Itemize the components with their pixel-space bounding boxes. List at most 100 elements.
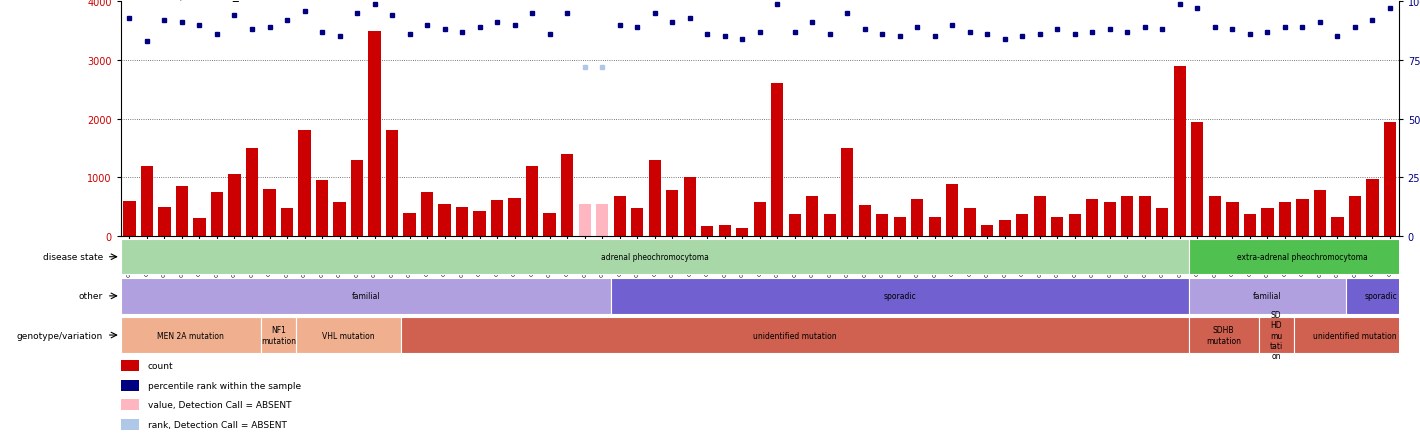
Bar	[666, 191, 679, 237]
Text: GDS2113 / 202912_at: GDS2113 / 202912_at	[121, 0, 250, 1]
Bar	[1189, 240, 1416, 275]
Bar	[683, 178, 696, 237]
Bar	[315, 181, 328, 237]
Bar	[121, 399, 139, 410]
Bar	[159, 207, 170, 237]
Bar	[400, 318, 1189, 353]
Bar	[121, 380, 139, 391]
Bar	[508, 198, 521, 237]
Text: disease state: disease state	[43, 253, 104, 262]
Bar	[121, 240, 1189, 275]
Text: SDHB
mutation: SDHB mutation	[1206, 326, 1241, 345]
Bar	[946, 185, 958, 237]
Bar	[807, 197, 818, 237]
Bar	[1191, 122, 1204, 237]
Bar	[1189, 318, 1258, 353]
Bar	[295, 318, 400, 353]
Text: SD
HD
mu
tati
on: SD HD mu tati on	[1269, 310, 1282, 361]
Bar	[1279, 203, 1291, 237]
Bar	[596, 204, 608, 237]
Bar	[1294, 318, 1416, 353]
Text: adrenal pheochromocytoma: adrenal pheochromocytoma	[601, 253, 709, 262]
Bar	[1366, 179, 1379, 237]
Bar	[613, 197, 626, 237]
Bar	[1156, 208, 1169, 237]
Bar	[473, 211, 486, 237]
Bar	[1296, 200, 1309, 237]
Bar	[719, 225, 731, 237]
Bar	[210, 193, 223, 237]
Bar	[121, 279, 611, 314]
Bar	[1349, 197, 1360, 237]
Bar	[561, 155, 574, 237]
Text: sporadic: sporadic	[883, 292, 916, 301]
Bar	[491, 200, 503, 237]
Bar	[298, 131, 311, 237]
Bar	[1069, 214, 1081, 237]
Text: MEN 2A mutation: MEN 2A mutation	[158, 331, 224, 340]
Bar	[771, 84, 784, 237]
Bar	[193, 219, 206, 237]
Bar	[263, 190, 275, 237]
Bar	[1017, 214, 1028, 237]
Bar	[1261, 208, 1274, 237]
Text: extra-adrenal pheochromocytoma: extra-adrenal pheochromocytoma	[1237, 253, 1367, 262]
Bar	[439, 204, 450, 237]
Bar	[176, 187, 187, 237]
Text: count: count	[148, 361, 173, 370]
Bar	[1103, 203, 1116, 237]
Bar	[1346, 279, 1416, 314]
Bar	[1139, 197, 1152, 237]
Text: NF1
mutation: NF1 mutation	[261, 326, 295, 345]
Bar	[824, 214, 836, 237]
Bar	[1051, 217, 1064, 237]
Bar	[525, 166, 538, 237]
Bar	[1332, 217, 1343, 237]
Bar	[334, 203, 345, 237]
Bar	[1244, 214, 1257, 237]
Bar	[788, 214, 801, 237]
Bar	[578, 204, 591, 237]
Text: genotype/variation: genotype/variation	[17, 331, 104, 340]
Bar	[121, 360, 139, 371]
Text: familial: familial	[1252, 292, 1282, 301]
Text: value, Detection Call = ABSENT: value, Detection Call = ABSENT	[148, 400, 291, 409]
Text: percentile rank within the sample: percentile rank within the sample	[148, 381, 301, 390]
Bar	[1189, 279, 1346, 314]
Bar	[124, 201, 135, 237]
Bar	[649, 160, 660, 237]
Bar	[964, 208, 976, 237]
Bar	[912, 200, 923, 237]
Text: unidentified mutation: unidentified mutation	[1314, 331, 1397, 340]
Bar	[121, 318, 261, 353]
Bar	[893, 217, 906, 237]
Text: VHL mutation: VHL mutation	[322, 331, 375, 340]
Bar	[929, 217, 941, 237]
Bar	[1208, 197, 1221, 237]
Text: sporadic: sporadic	[1365, 292, 1397, 301]
Bar	[141, 166, 153, 237]
Bar	[611, 279, 1189, 314]
Bar	[1086, 200, 1099, 237]
Bar	[998, 220, 1011, 237]
Bar	[121, 419, 139, 430]
Bar	[630, 209, 643, 237]
Text: familial: familial	[352, 292, 381, 301]
Bar	[1174, 66, 1186, 237]
Text: unidentified mutation: unidentified mutation	[753, 331, 836, 340]
Text: rank, Detection Call = ABSENT: rank, Detection Call = ABSENT	[148, 420, 287, 429]
Bar	[841, 148, 853, 237]
Bar	[876, 214, 889, 237]
Bar	[1258, 318, 1294, 353]
Bar	[754, 203, 765, 237]
Bar	[229, 175, 240, 237]
Bar	[736, 228, 748, 237]
Bar	[1384, 122, 1396, 237]
Bar	[281, 208, 293, 237]
Bar	[1034, 197, 1047, 237]
Bar	[1122, 197, 1133, 237]
Bar	[859, 205, 870, 237]
Bar	[246, 148, 258, 237]
Bar	[456, 207, 469, 237]
Bar	[261, 318, 295, 353]
